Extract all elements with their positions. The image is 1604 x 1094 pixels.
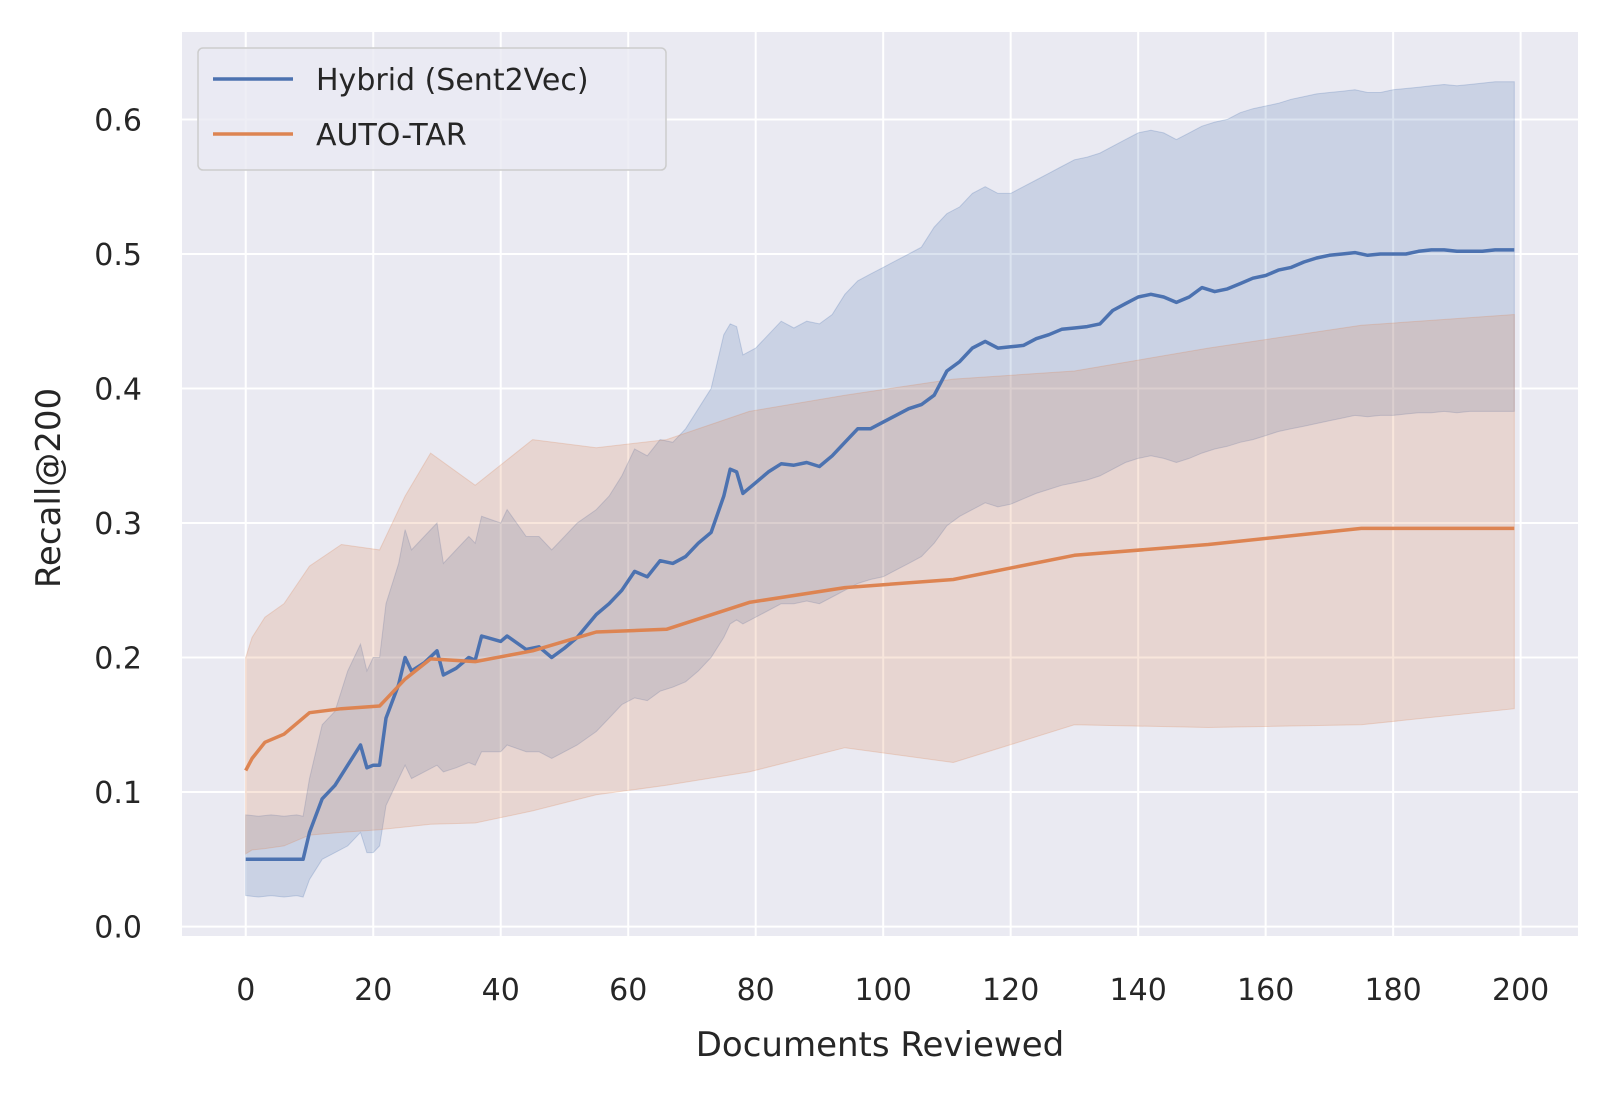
x-axis-title: Documents Reviewed [696,1025,1064,1065]
y-tick-label: 0.3 [94,507,142,542]
x-tick-label: 40 [482,973,520,1008]
legend-box [197,47,667,171]
confidence-band-hybrid-sent2vec [245,81,1515,898]
x-tick-labels: 0 20 40 60 80 100 120 140 160 180 200 [236,973,1549,1008]
x-tick-label: 200 [1492,973,1549,1008]
y-tick-label: 0.1 [94,776,142,811]
x-tick-label: 100 [855,973,912,1008]
plot-background [182,32,1578,936]
y-tick-label: 0.6 [94,103,142,138]
grid [182,32,1578,936]
y-tick-labels: 0.0 0.1 0.2 0.3 0.4 0.5 0.6 [94,103,142,945]
x-tick-label: 0 [236,973,255,1008]
y-axis-title: Recall@200 [29,388,69,588]
x-tick-label: 60 [609,973,647,1008]
y-tick-label: 0.4 [94,372,142,407]
x-tick-label: 120 [982,973,1039,1008]
x-tick-label: 80 [737,973,775,1008]
legend-label-auto-tar: AUTO-TAR [316,118,467,153]
series-line-auto-tar [244,526,1515,772]
x-tick-label: 180 [1365,973,1422,1008]
series-lines [244,248,1515,862]
legend-label-hybrid: Hybrid (Sent2Vec) [316,63,589,98]
y-tick-label: 0.2 [94,642,142,677]
x-tick-label: 160 [1237,973,1294,1008]
x-tick-label: 20 [354,973,392,1008]
legend: Hybrid (Sent2Vec) AUTO-TAR [197,47,667,171]
y-tick-label: 0.0 [94,911,142,946]
y-tick-label: 0.5 [94,238,142,273]
x-tick-label: 140 [1110,973,1167,1008]
